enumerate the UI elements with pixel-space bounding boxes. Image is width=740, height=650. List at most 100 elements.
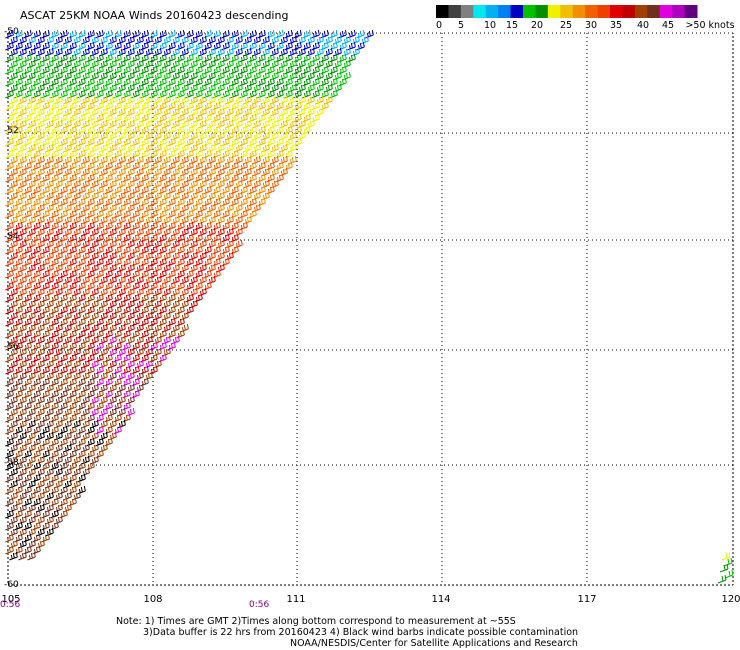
wind-barb (158, 317, 167, 327)
wind-barb-stroke (180, 263, 189, 273)
wind-barb (5, 545, 14, 555)
wind-barb (63, 359, 72, 369)
wind-barb (719, 563, 729, 573)
wind-barb (288, 95, 297, 105)
wind-barb-stroke (68, 257, 77, 267)
wind-barb-stroke (77, 89, 86, 99)
wind-barb-stroke (59, 377, 68, 387)
wind-barb-stroke (72, 431, 81, 441)
wind-barb (45, 35, 54, 45)
wind-barb (234, 107, 243, 117)
wind-barb (63, 167, 72, 177)
wind-barb (221, 137, 230, 147)
wind-barb (293, 77, 302, 87)
wind-barb-stroke (117, 359, 126, 369)
wind-barb-stroke (63, 203, 72, 213)
wind-barb (95, 41, 104, 51)
wind-barb (32, 365, 41, 375)
wind-barb (54, 407, 63, 417)
wind-barb (167, 41, 176, 51)
wind-barb-stroke (194, 113, 203, 123)
wind-barb-stroke (50, 365, 59, 375)
wind-barb (221, 113, 230, 123)
wind-barb-stroke (284, 137, 293, 147)
wind-barb (23, 365, 32, 375)
wind-barb-stroke (311, 65, 320, 75)
wind-barb-stroke (207, 107, 216, 117)
wind-barb-stroke (230, 77, 239, 87)
wind-barb-stroke (77, 461, 86, 471)
wind-barb (248, 185, 257, 195)
wind-barb-stroke (144, 311, 153, 321)
wind-barb-stroke (194, 125, 203, 135)
wind-barb-stroke (95, 305, 104, 315)
wind-barb-stroke (338, 29, 347, 39)
wind-barb-stroke (135, 167, 144, 177)
wind-barb-stroke (14, 197, 23, 207)
wind-barb (45, 215, 54, 225)
wind-barb-stroke (122, 401, 131, 411)
wind-barb-stroke (122, 137, 131, 147)
wind-barb (333, 71, 342, 81)
wind-barb-stroke (284, 125, 293, 135)
wind-barb-stroke (32, 425, 41, 435)
wind-barb-stroke (50, 77, 59, 87)
wind-barb (144, 35, 153, 45)
wind-barb-stroke (131, 65, 140, 75)
wind-barb (86, 257, 95, 267)
wind-barb (275, 77, 284, 87)
wind-barb (14, 65, 23, 75)
wind-barb-stroke (54, 107, 63, 117)
wind-barb-stroke (122, 149, 131, 159)
wind-barb-stroke (54, 227, 63, 237)
wind-barb (54, 95, 63, 105)
wind-barb-stroke (41, 377, 50, 387)
wind-barb-stroke (5, 521, 14, 531)
wind-barb (36, 371, 45, 381)
wind-barb (216, 167, 225, 177)
wind-barb (135, 299, 144, 309)
wind-barb-stroke (270, 119, 279, 129)
wind-barb (9, 143, 18, 153)
wind-barb-stroke (203, 113, 212, 123)
wind-barb-stroke (9, 35, 18, 45)
wind-barb (14, 401, 23, 411)
wind-barb (9, 95, 18, 105)
wind-barb-stroke (234, 95, 243, 105)
wind-barb-stroke (207, 179, 216, 189)
wind-barb (27, 191, 36, 201)
wind-barb-stroke (45, 443, 54, 453)
wind-barb-stroke (86, 389, 95, 399)
wind-barb (207, 275, 216, 285)
wind-barb-stroke (356, 29, 365, 39)
wind-barb-stroke (14, 41, 23, 51)
wind-barb (5, 533, 14, 543)
wind-barb-stroke (207, 203, 216, 213)
wind-barb-stroke (95, 353, 104, 363)
wind-barb (23, 65, 32, 75)
wind-barb-stroke (90, 47, 99, 57)
wind-barb (288, 59, 297, 69)
wind-barb (140, 29, 149, 39)
wind-barb-stroke (122, 185, 131, 195)
wind-barb-stroke (72, 407, 81, 417)
wind-barb (203, 89, 212, 99)
wind-barb (41, 389, 50, 399)
wind-barb-stroke (176, 197, 185, 207)
wind-barb (207, 251, 216, 261)
wind-barb (81, 35, 90, 45)
wind-barb (32, 293, 41, 303)
wind-barb-stroke (212, 197, 221, 207)
wind-barb (230, 221, 239, 231)
wind-barb (81, 227, 90, 237)
wind-barb-stroke (167, 197, 176, 207)
wind-barb (32, 65, 41, 75)
wind-barb (41, 245, 50, 255)
wind-barb-stroke (261, 71, 270, 81)
wind-barb-stroke (243, 191, 252, 201)
wind-barb (153, 71, 162, 81)
wind-barb (36, 515, 45, 525)
wind-barb (117, 167, 126, 177)
wind-barb (153, 155, 162, 165)
wind-barb (189, 143, 198, 153)
